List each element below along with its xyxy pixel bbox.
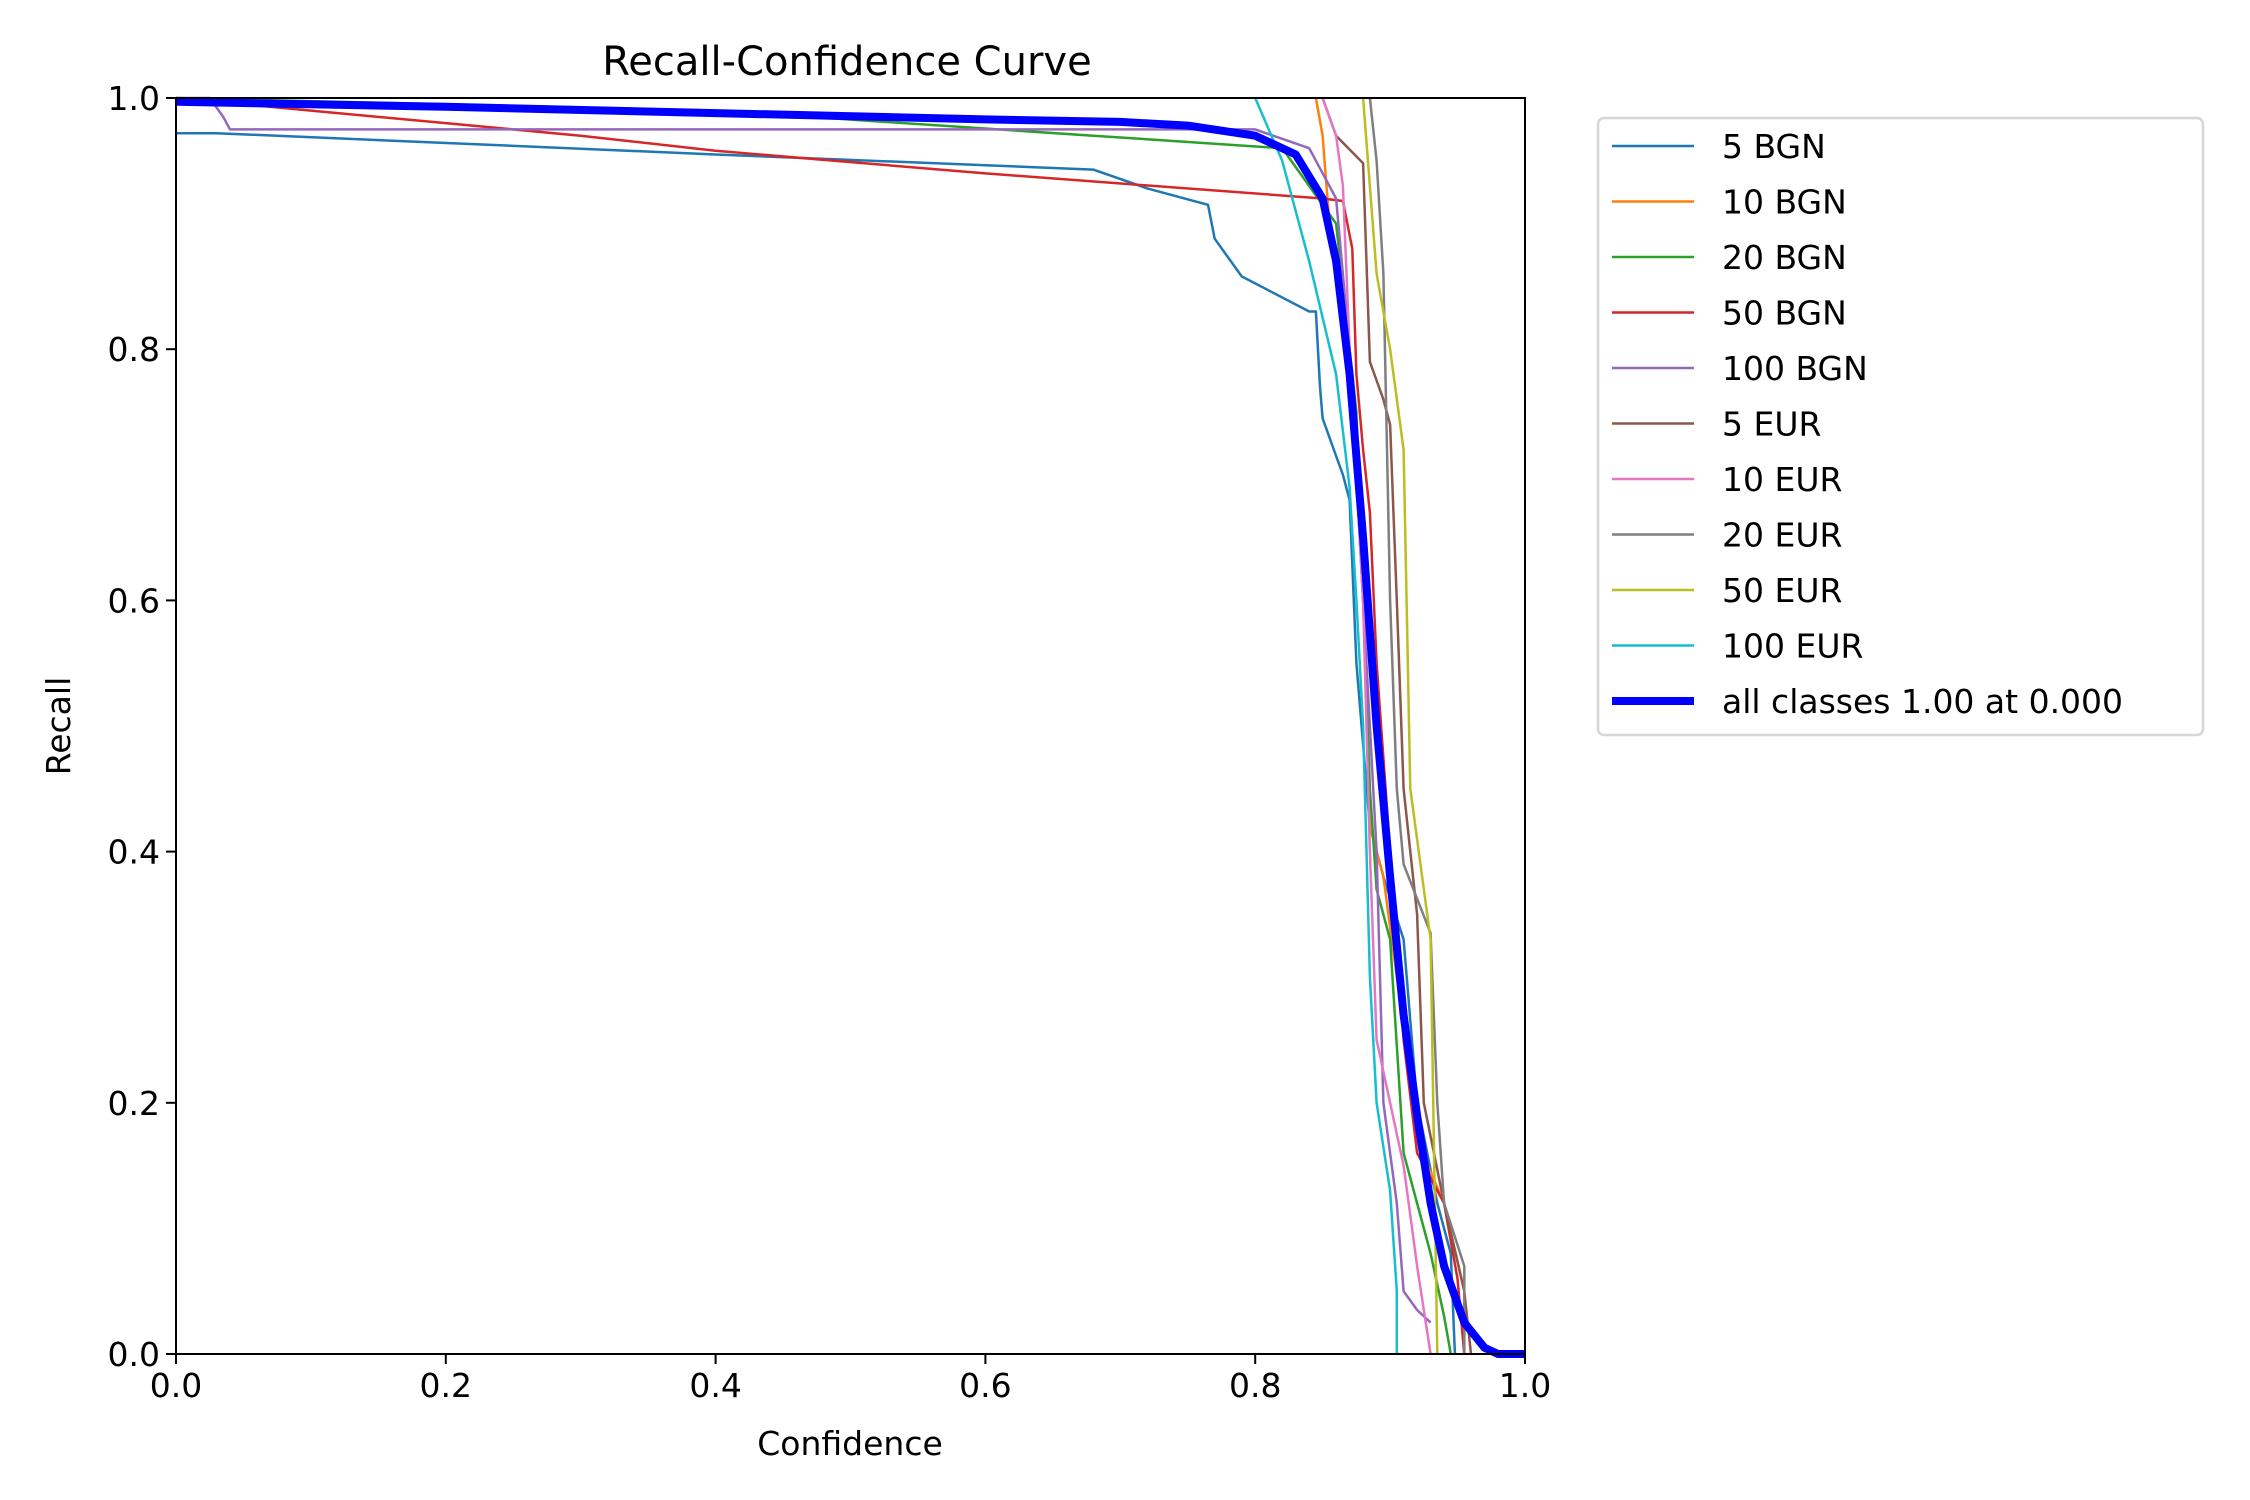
series-line-2 [175, 96, 1453, 1355]
chart-title: Recall-Confidence Curve [602, 39, 1091, 85]
x-tick-label: 0.0 [150, 1366, 202, 1405]
series-line-8 [1361, 97, 1439, 1355]
series-line-0 [176, 131, 1457, 1355]
legend-entry: 50 EUR [1722, 571, 1842, 610]
plot-frame [175, 97, 1526, 1355]
y-tick-label: 0.6 [108, 581, 160, 620]
series-line-4 [176, 96, 1432, 1324]
legend-entry: 100 BGN [1722, 349, 1868, 388]
legend-frame [1596, 116, 2205, 737]
legend: 5 BGN 10 BGN 20 BGN 50 BGN 100 BGN 5 EUR 10 EU… [1596, 116, 2205, 737]
series-line-6 [1321, 97, 1432, 1355]
y-tick-label: 0.4 [108, 833, 160, 872]
legend-entry: 50 BGN [1722, 294, 1847, 333]
x-tick-label: 0.4 [689, 1366, 741, 1405]
y-axis: 0.0 0.2 0.4 0.6 0.8 1.0 [108, 79, 176, 1374]
legend-entry: 100 EUR [1722, 627, 1863, 666]
legend-entry: 10 EUR [1722, 460, 1842, 499]
series-layer [175, 96, 1525, 1358]
series-line-3 [175, 96, 1466, 1355]
x-axis-label: Confidence [757, 1424, 943, 1463]
x-tick-label: 1.0 [1499, 1366, 1551, 1405]
x-tick-label: 0.6 [959, 1366, 1011, 1405]
series-line-9 [1254, 97, 1399, 1354]
y-tick-label: 0.2 [108, 1084, 160, 1123]
x-tick-label: 0.8 [1229, 1366, 1281, 1405]
legend-entry: 5 BGN [1722, 127, 1826, 166]
series-line-5 [1321, 97, 1473, 1355]
y-axis-label: Recall [39, 677, 78, 775]
x-tick-label: 0.2 [420, 1366, 472, 1405]
legend-entry: 20 EUR [1722, 516, 1842, 555]
series-line-10 [175, 97, 1525, 1358]
legend-entry: 10 BGN [1722, 183, 1847, 222]
legend-entry: 20 BGN [1722, 238, 1847, 277]
legend-entry: 5 EUR [1722, 405, 1821, 444]
series-line-7 [1368, 97, 1466, 1354]
y-tick-label: 0.0 [108, 1335, 160, 1374]
y-tick-label: 1.0 [108, 79, 160, 118]
legend-entry: all classes 1.00 at 0.000 [1722, 682, 2123, 721]
y-tick-label: 0.8 [108, 330, 160, 369]
x-axis: 0.0 0.2 0.4 0.6 0.8 1.0 [150, 1354, 1551, 1405]
